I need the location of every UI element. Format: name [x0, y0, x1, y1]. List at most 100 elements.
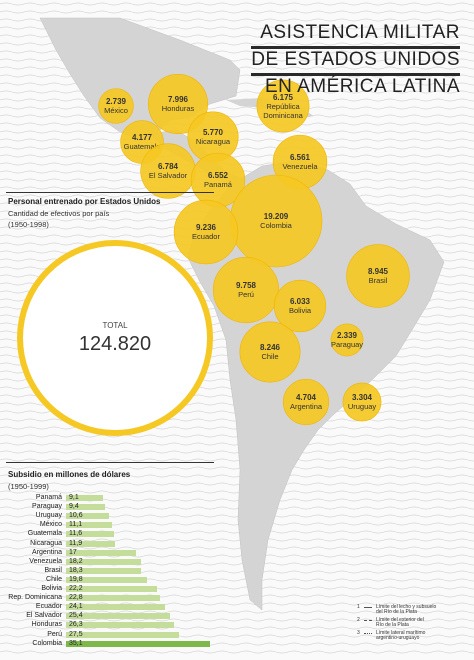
wave-line: [0, 482, 474, 486]
legend-line-swatch: [364, 633, 372, 634]
bar: [66, 495, 104, 501]
bar: [66, 595, 160, 602]
bar-category-label: Argentina: [32, 548, 62, 556]
bubble-2: [256, 79, 310, 133]
bar-value-label: 10,6: [69, 512, 83, 520]
bubble-country: El Salvador: [149, 171, 188, 180]
bubble-11: [212, 256, 280, 324]
bubble-country: México: [104, 106, 128, 115]
bar: [66, 531, 114, 538]
bar: [66, 558, 141, 565]
bubble-value: 9.236: [196, 223, 217, 232]
total-label: TOTAL: [102, 321, 128, 330]
title-line-3: EN AMÉRICA LATINA: [264, 76, 460, 97]
legend-number: 3: [357, 630, 360, 636]
bar-category-label: Guatemala: [27, 530, 62, 538]
title-rule: [251, 46, 460, 49]
bubble-value: 3.304: [352, 393, 373, 402]
wave-line: [0, 546, 474, 550]
wave-line: [0, 114, 474, 118]
subsidy-heading: Subsidio en millones de dólares: [8, 470, 131, 479]
legend-line-swatch: [364, 607, 372, 608]
bubble-value: 9.758: [236, 281, 257, 290]
title-rule: [251, 73, 460, 76]
wave-line: [0, 106, 474, 110]
legend-text: Límite del lecho y subsuelo: [376, 604, 437, 610]
bar: [66, 631, 179, 638]
bar: [66, 613, 171, 620]
bubble-value: 6.033: [290, 297, 311, 306]
bar-category-label: Colombia: [32, 639, 62, 647]
bar-value-label: 19,8: [69, 575, 83, 583]
bar-category-label: Nicaragua: [30, 539, 62, 547]
legend-text: del Río de la Plata: [376, 609, 417, 615]
wave-line: [0, 610, 474, 614]
personnel-rule: [6, 192, 214, 193]
bar-value-label: 22,2: [69, 585, 83, 592]
bubble-country: Venezuela: [282, 162, 318, 171]
bubble-country: Perú: [238, 290, 254, 299]
legend-text: argentino-uruguayo: [376, 635, 420, 641]
bubble-12: [273, 279, 327, 333]
wave-line: [0, 90, 474, 94]
bar: [66, 586, 158, 592]
bar-category-label: Panamá: [35, 494, 62, 501]
bubble-country: Dominicana: [263, 111, 303, 120]
bubble-country: Ecuador: [192, 232, 220, 241]
wave-line: [0, 10, 474, 14]
bar-category-label: Venezuela: [29, 557, 62, 565]
wave-line: [0, 130, 474, 134]
wave-line: [0, 650, 474, 654]
bubble-country: Guatemala: [124, 142, 162, 151]
bubble-15: [282, 378, 330, 426]
bar: [66, 576, 148, 583]
bubble-value: 2.339: [337, 331, 358, 340]
total-value: 124.820: [79, 333, 151, 355]
wave-line: [0, 458, 474, 462]
wave-line: [0, 450, 474, 454]
legend-number: 2: [357, 617, 360, 623]
wave-line: [0, 466, 474, 470]
legend-number: 1: [357, 604, 360, 610]
bar-category-label: México: [39, 521, 62, 529]
bubble-value: 6.561: [290, 153, 311, 162]
bubble-country: Panamá: [204, 180, 233, 189]
bar: [66, 522, 112, 529]
legend-text: Río de la Plata: [376, 622, 409, 628]
wave-line: [0, 490, 474, 494]
bar: [66, 622, 174, 629]
bar-value-label: 24,1: [69, 603, 83, 611]
bubble-value: 4.177: [132, 133, 153, 142]
bubble-value: 6.784: [158, 162, 179, 171]
bar-value-label: 17: [69, 548, 77, 556]
bar: [66, 513, 110, 520]
bar: [66, 604, 165, 611]
bar-value-label: 11,9: [69, 539, 83, 547]
bar-value-label: 9,1: [69, 494, 79, 501]
title-line-2: DE ESTADOS UNIDOS: [251, 49, 460, 70]
bubble-1: [148, 74, 208, 134]
bar-value-label: 18,3: [69, 566, 83, 574]
bar-category-label: Perú: [47, 630, 62, 638]
legend-text: Límite del exterior del: [376, 617, 424, 623]
bubble-value: 7.996: [168, 95, 189, 104]
legend-line-swatch: [364, 620, 372, 621]
wave-line: [0, 146, 474, 150]
bubble-country: Paraguay: [331, 340, 363, 349]
bubble-value: 4.704: [296, 393, 317, 402]
wave-line: [0, 442, 474, 446]
bar-category-label: Uruguay: [35, 512, 62, 520]
bubble-country: Chile: [261, 352, 278, 361]
bar-value-label: 11,1: [69, 521, 83, 529]
bar-value-label: 35,1: [69, 639, 83, 647]
bubble-0: [98, 88, 134, 124]
bubble-13: [330, 323, 364, 357]
bar-value-label: 18,2: [69, 557, 83, 565]
bar-category-label: Chile: [46, 575, 62, 583]
bar: [66, 540, 115, 547]
bubble-country: Nicaragua: [196, 137, 231, 146]
bar: [66, 567, 142, 574]
